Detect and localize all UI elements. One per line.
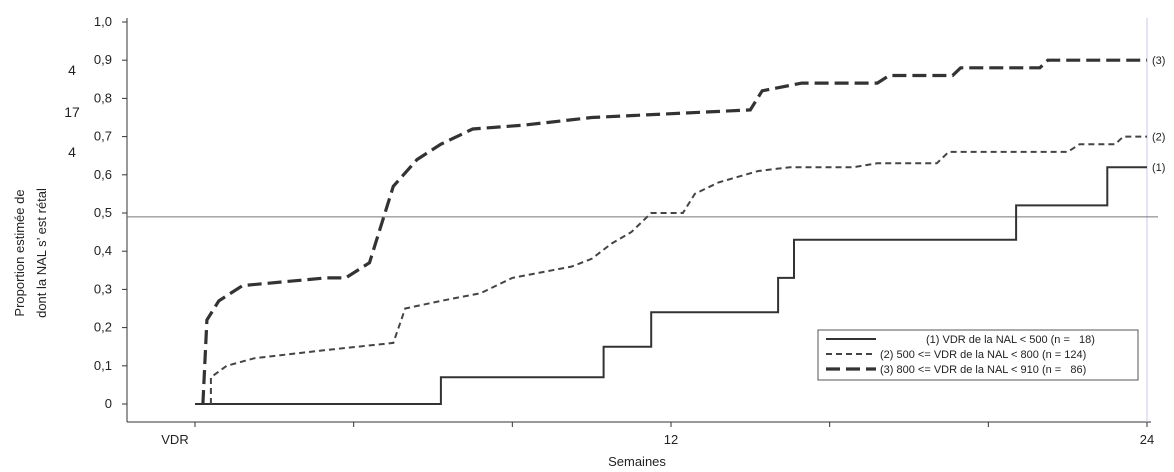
legend: (1) VDR de la NAL < 500 (n = 18) (2) 500… — [817, 329, 1139, 381]
x-tick-label: 24 — [1140, 432, 1154, 447]
x-tick-label: VDR — [161, 432, 188, 447]
y-tick-label: 0,9 — [94, 52, 112, 67]
y-tick-label: 0,5 — [94, 205, 112, 220]
y-tick-label: 0,4 — [94, 243, 112, 258]
legend-label-series-1: (1) VDR de la NAL < 500 (n = 18) — [926, 334, 1095, 346]
series-end-label-1: (1) — [1152, 162, 1165, 174]
side-number: 4 — [68, 144, 76, 160]
series-line-1 — [195, 166, 1147, 405]
side-number: 17 — [64, 104, 80, 120]
legend-label-series-3: (3) 800 <= VDR de la NAL < 910 (n = 86) — [880, 364, 1086, 376]
y-axis-label-line1: Proportion estimée de — [12, 189, 27, 316]
y-tick-label: 0,1 — [94, 358, 112, 373]
series-end-label-2: (2) — [1152, 132, 1165, 144]
y-tick-label: 0,3 — [94, 281, 112, 296]
y-tick-label: 0,2 — [94, 320, 112, 335]
y-tick-label: 0,7 — [94, 129, 112, 144]
series-line-3 — [201, 58, 1147, 405]
end-labels: (1) (2) (3) — [1152, 55, 1165, 174]
y-tick-label: 1,0 — [94, 14, 112, 29]
y-tick-label: 0,6 — [94, 167, 112, 182]
y-axis-label-line2: dont la NAL s’ est rétal — [34, 188, 49, 318]
x-tick-label: 12 — [664, 432, 678, 447]
series-end-label-3: (3) — [1152, 55, 1165, 67]
side-number: 4 — [68, 62, 76, 78]
x-ticks: VDR 12 24 — [161, 422, 1154, 447]
y-tick-label: 0 — [105, 396, 112, 411]
series-line-2 — [209, 135, 1147, 404]
y-ticks: 0 0,1 0,2 0,3 0,4 0,5 0,6 0,7 0,8 0,9 1,0 — [94, 14, 127, 411]
series-group — [195, 58, 1147, 405]
y-tick-label: 0,8 — [94, 90, 112, 105]
x-axis-label: Semaines — [608, 454, 666, 469]
legend-label-series-2: (2) 500 <= VDR de la NAL < 800 (n = 124) — [880, 349, 1086, 361]
axes — [126, 18, 1158, 423]
